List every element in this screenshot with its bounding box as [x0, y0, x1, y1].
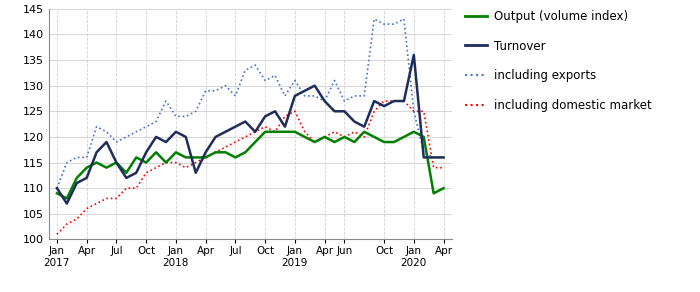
Legend: Output (volume index), Turnover, including exports, including domestic market: Output (volume index), Turnover, includi…	[466, 10, 652, 112]
